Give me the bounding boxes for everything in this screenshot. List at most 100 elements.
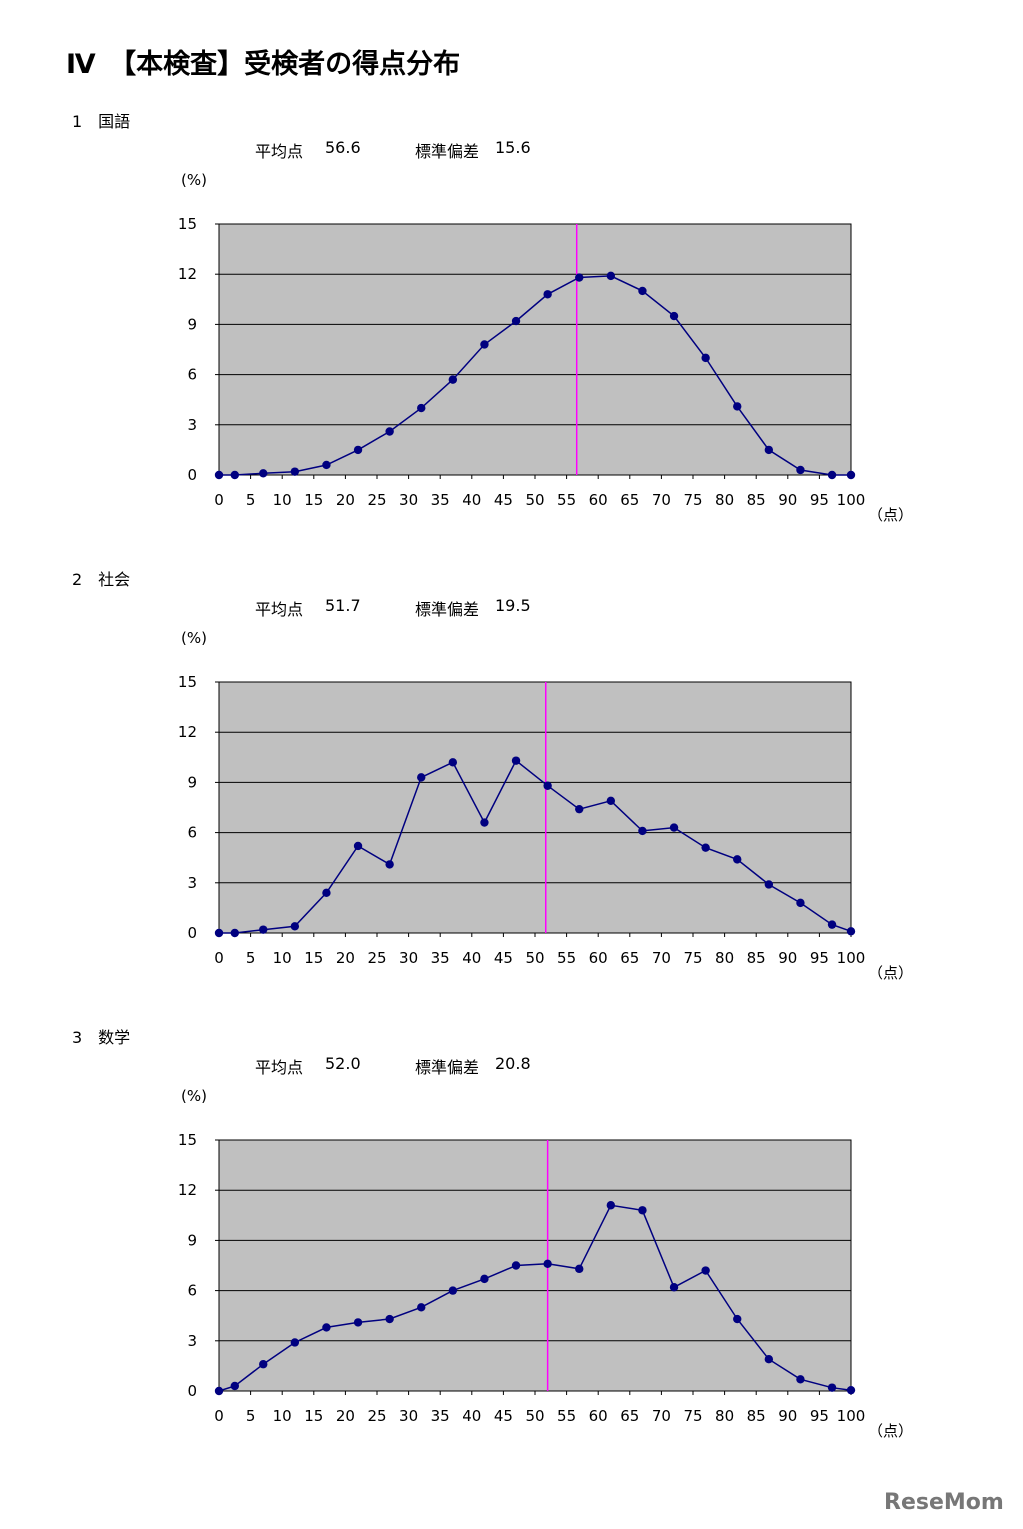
y-tick-label: 0 — [187, 1382, 197, 1400]
chart-stats: 平均点 56.6 標準偏差 15.6 — [255, 138, 531, 252]
data-point — [385, 427, 394, 436]
data-point — [543, 781, 552, 790]
x-tick-label: 0 — [214, 949, 224, 967]
data-point — [511, 1261, 521, 1270]
chart-section-social: 2 社会 平均点 51.7 標準偏差 19.5 0 3 6 9 12 15 0 5 10 15 20… — [0, 566, 1023, 986]
chart-heading: 1 国語 — [72, 112, 131, 131]
distribution-chart-math: 0 3 6 9 12 15 0 5 10 15 20 25 30 35 40 45 50 55 60 65 70 75 80… — [178, 1087, 913, 1440]
data-point — [846, 927, 856, 936]
x-tick-label: 80 — [715, 949, 734, 967]
sd-value: 20.8 — [495, 1054, 531, 1073]
x-tick-label: 25 — [367, 949, 386, 967]
data-point — [385, 860, 394, 869]
y-tick-label: 0 — [187, 466, 197, 484]
y-tick-label: 6 — [187, 1282, 197, 1300]
x-tick-label: 90 — [778, 491, 797, 509]
x-tick-label: 35 — [431, 491, 450, 509]
x-tick-label: 60 — [589, 1407, 608, 1425]
x-tick-label: 65 — [620, 491, 639, 509]
x-tick-label: 100 — [837, 1407, 866, 1425]
y-tick-label: 15 — [178, 215, 197, 233]
chart-section-math: 3 数学 平均点 52.0 標準偏差 20.8 0 3 6 9 12 15 0 5 10 15 20… — [0, 1024, 1023, 1444]
x-tick-label: 90 — [778, 1407, 797, 1425]
y-axis-label: (%) — [181, 171, 207, 189]
data-point — [322, 1323, 331, 1332]
x-tick-label: 85 — [747, 949, 766, 967]
distribution-chart-japanese: 0 3 6 9 12 15 0 5 10 15 20 25 30 35 40 45 50 55 60 65 70 75 80… — [178, 171, 913, 524]
data-point — [733, 855, 742, 864]
data-point — [480, 818, 489, 827]
y-tick-label: 9 — [187, 773, 197, 791]
data-point — [638, 286, 647, 296]
x-tick-label: 5 — [246, 949, 256, 967]
x-tick-label: 15 — [304, 949, 323, 967]
x-tick-label: 55 — [557, 949, 576, 967]
data-point — [230, 928, 239, 938]
mean-label: 平均点 — [255, 1058, 304, 1077]
x-tick-label: 10 — [273, 1407, 292, 1425]
y-tick-label: 12 — [178, 265, 197, 283]
x-tick-label: 85 — [747, 1407, 766, 1425]
x-axis-label: （点） — [868, 506, 913, 524]
data-point — [764, 445, 774, 455]
data-point — [846, 1385, 856, 1395]
data-point — [606, 796, 616, 806]
data-point — [701, 843, 710, 852]
y-tick-label: 6 — [187, 366, 197, 384]
mean-value: 51.7 — [325, 596, 361, 615]
data-point — [353, 841, 363, 851]
data-point — [353, 445, 363, 455]
x-tick-label: 60 — [589, 491, 608, 509]
y-tick-label: 0 — [187, 924, 197, 942]
x-tick-label: 20 — [336, 949, 355, 967]
y-tick-label: 12 — [178, 1181, 197, 1199]
sd-label: 標準偏差 — [415, 142, 480, 161]
data-point — [796, 898, 805, 908]
data-point — [511, 756, 521, 765]
data-point — [214, 470, 224, 480]
x-tick-label: 95 — [810, 491, 829, 509]
x-tick-label: 100 — [837, 949, 866, 967]
chart-stats: 平均点 52.0 標準偏差 20.8 — [255, 1054, 531, 1168]
x-tick-label: 75 — [683, 949, 702, 967]
data-point — [230, 1381, 239, 1391]
x-tick-label: 100 — [837, 491, 866, 509]
y-tick-label: 12 — [178, 723, 197, 741]
data-point — [606, 1201, 616, 1210]
x-tick-label: 35 — [431, 1407, 450, 1425]
data-point — [796, 465, 805, 475]
data-point — [827, 470, 837, 480]
data-point — [385, 1314, 394, 1324]
sd-label: 標準偏差 — [415, 1058, 480, 1077]
x-tick-label: 0 — [214, 491, 224, 509]
series-line — [219, 759, 852, 934]
x-tick-label: 50 — [525, 491, 544, 509]
data-point — [796, 1375, 805, 1384]
x-tick-label: 10 — [273, 491, 292, 509]
data-point — [606, 271, 616, 281]
x-tick-label: 70 — [652, 491, 671, 509]
data-point — [846, 470, 856, 480]
data-point — [259, 469, 268, 478]
data-point — [480, 340, 489, 349]
data-point — [480, 1274, 489, 1284]
data-point — [638, 826, 647, 836]
mean-label: 平均点 — [255, 142, 304, 161]
x-tick-label: 15 — [304, 491, 323, 509]
x-tick-label: 80 — [715, 491, 734, 509]
chart-section-japanese: 1 国語 平均点 56.6 標準偏差 15.6 0 3 6 9 12 15 0 5 10 15 20… — [0, 108, 1023, 528]
resemom-logo: ReseMom — [884, 1490, 1004, 1515]
x-tick-label: 5 — [246, 1407, 256, 1425]
data-point — [733, 402, 742, 411]
x-tick-label: 45 — [494, 1407, 513, 1425]
data-point — [669, 823, 679, 832]
x-tick-label: 55 — [557, 1407, 576, 1425]
x-axis-label: （点） — [868, 1422, 913, 1440]
chart-heading: 2 社会 — [72, 570, 131, 589]
data-point — [322, 888, 331, 898]
mean-value: 52.0 — [325, 1054, 361, 1073]
series-line — [219, 275, 851, 476]
data-point — [669, 1283, 679, 1292]
sd-label: 標準偏差 — [415, 600, 480, 619]
x-tick-label: 40 — [462, 949, 481, 967]
